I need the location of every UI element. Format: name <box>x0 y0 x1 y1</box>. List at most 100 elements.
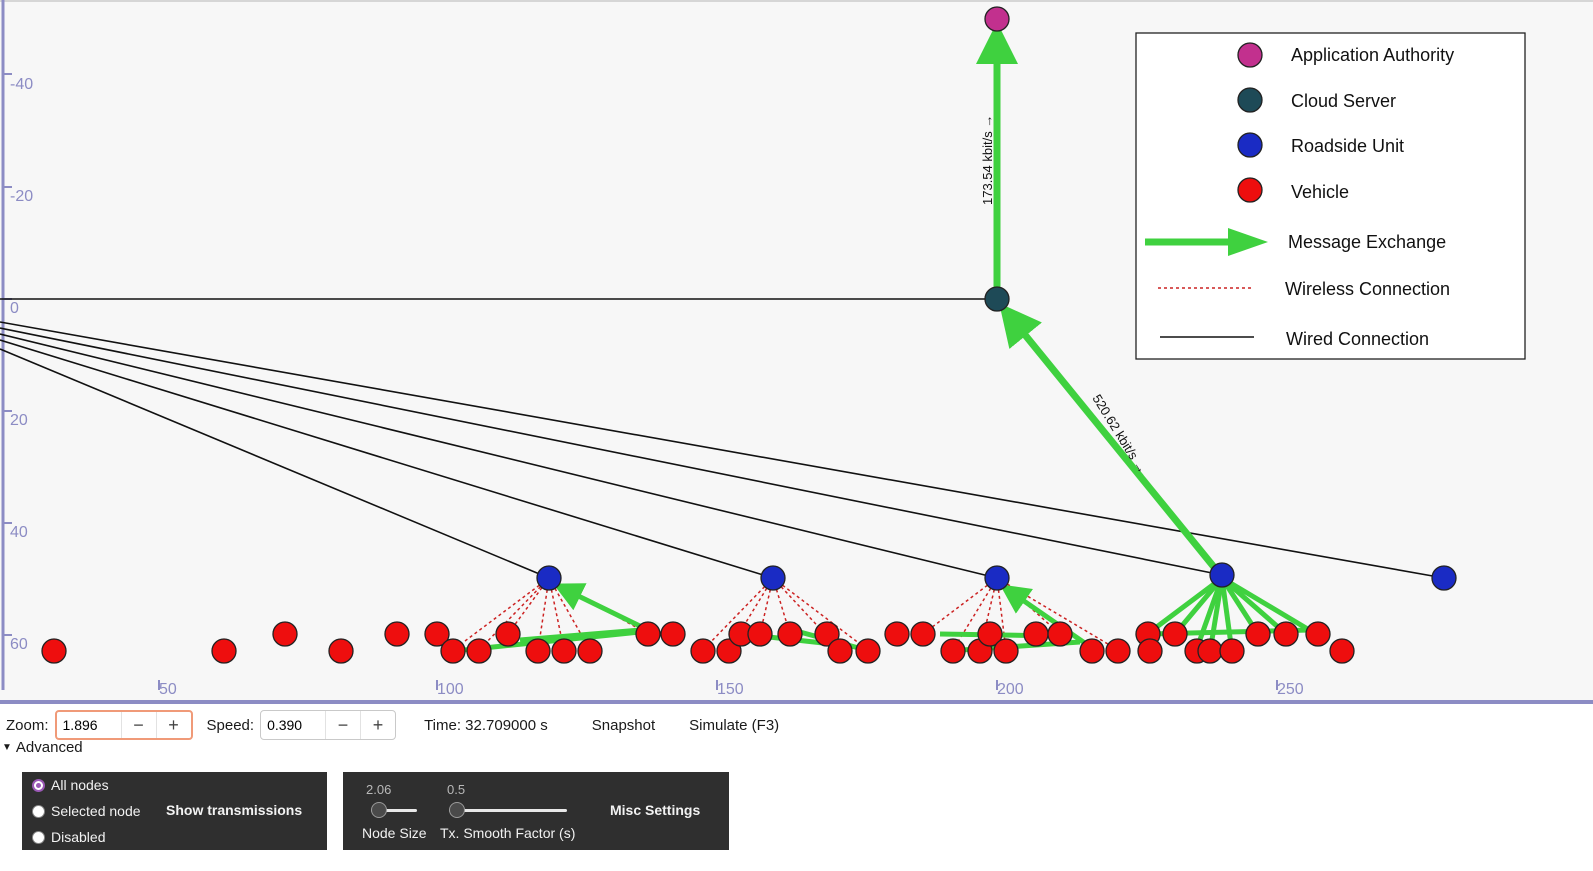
vehicle-node[interactable] <box>384 621 410 647</box>
roadside-unit-node[interactable] <box>760 565 786 591</box>
message-arrow <box>999 584 1094 651</box>
wired-connection <box>0 321 1445 579</box>
show-transmissions-panel: All nodes Selected node Disabled Show tr… <box>22 772 327 850</box>
network-canvas[interactable]: -40 -20 0 20 40 60 50 100 150 200 250 <box>0 0 1593 704</box>
network-scene[interactable]: -40 -20 0 20 40 60 50 100 150 200 250 <box>0 0 1593 700</box>
y-tick-label: 0 <box>10 300 19 317</box>
message-arrow-to-cloud <box>999 303 1221 575</box>
radio-indicator[interactable] <box>32 830 45 844</box>
x-axis-ticks: 50 100 150 200 250 <box>158 680 1304 698</box>
node-size-slider-track[interactable] <box>371 809 417 812</box>
simulate-button[interactable]: Simulate (F3) <box>689 716 780 734</box>
vehicle-node[interactable] <box>1105 638 1131 664</box>
vehicle-node[interactable] <box>551 638 577 664</box>
vehicle-node[interactable] <box>814 621 840 647</box>
advanced-expander[interactable]: ▼ Advanced <box>2 739 83 756</box>
y-tick-label: -20 <box>10 188 33 205</box>
legend-rsu-marker <box>1237 132 1263 158</box>
radio-indicator-checked[interactable] <box>32 778 45 792</box>
roadside-unit-node[interactable] <box>1209 562 1235 588</box>
wired-connections <box>0 298 1445 579</box>
snapshot-button[interactable]: Snapshot <box>591 716 656 734</box>
vehicle-node[interactable] <box>272 621 298 647</box>
wireless-connection <box>452 577 550 651</box>
vehicle-node[interactable] <box>495 621 521 647</box>
vehicle-node[interactable] <box>440 638 466 664</box>
roadside-unit-node[interactable] <box>536 565 562 591</box>
wired-connection <box>0 339 774 579</box>
speed-input[interactable] <box>261 712 326 738</box>
legend-vehicle-marker <box>1237 177 1263 203</box>
vehicle-node[interactable] <box>855 638 881 664</box>
roadside-unit-node[interactable] <box>984 565 1010 591</box>
vehicle-node[interactable] <box>777 621 803 647</box>
legend-label: Roadside Unit <box>1291 136 1404 156</box>
zoom-spinbox[interactable]: − + <box>54 710 193 740</box>
legend-message-arrowhead <box>1228 228 1268 256</box>
vehicle-node[interactable] <box>1305 621 1331 647</box>
legend-label: Message Exchange <box>1288 232 1446 252</box>
radio-all-nodes[interactable]: All nodes <box>32 777 109 793</box>
wireless-connection <box>702 577 774 651</box>
legend-label: Wired Connection <box>1286 329 1429 349</box>
radio-label: All nodes <box>51 777 109 793</box>
vehicle-node[interactable] <box>41 638 67 664</box>
radio-selected-node[interactable]: Selected node <box>32 803 141 819</box>
vehicle-node[interactable] <box>1079 638 1105 664</box>
x-tick-label: 150 <box>717 681 744 698</box>
vehicle-node[interactable] <box>977 621 1003 647</box>
cloud-server-node[interactable] <box>984 286 1010 312</box>
vehicle-node[interactable] <box>466 638 492 664</box>
vehicle-node[interactable] <box>1162 621 1188 647</box>
zoom-decrease-button[interactable]: − <box>120 712 156 738</box>
wireless-connection <box>478 577 550 651</box>
radio-disabled[interactable]: Disabled <box>32 829 105 845</box>
message-arrow <box>1220 576 1288 636</box>
y-tick-label: 20 <box>10 412 28 429</box>
wired-connection <box>0 327 1223 576</box>
vehicle-node[interactable] <box>884 621 910 647</box>
speed-decrease-button[interactable]: − <box>325 711 360 739</box>
message-arrow <box>553 583 650 633</box>
control-toolbar: Zoom: − + Speed: − + Time: 32.709000 s S… <box>0 704 1593 746</box>
wired-connection <box>0 348 550 579</box>
vehicle-node[interactable] <box>1273 621 1299 647</box>
vehicle-node[interactable] <box>747 621 773 647</box>
vehicle-node[interactable] <box>424 621 450 647</box>
node-size-slider-handle[interactable] <box>371 802 387 818</box>
smooth-factor-value: 0.5 <box>447 782 466 797</box>
vehicle-node[interactable] <box>525 638 551 664</box>
radio-label: Selected node <box>51 803 141 819</box>
zoom-input[interactable] <box>56 712 121 738</box>
vehicle-node[interactable] <box>635 621 661 647</box>
vehicle-node[interactable] <box>1023 621 1049 647</box>
speed-increase-button[interactable]: + <box>360 711 395 739</box>
application-authority-node[interactable] <box>984 6 1010 32</box>
smooth-factor-slider-track[interactable] <box>449 809 567 812</box>
vehicle-node[interactable] <box>910 621 936 647</box>
speed-spinbox[interactable]: − + <box>260 710 397 740</box>
vehicle-node[interactable] <box>1197 638 1223 664</box>
vehicle-node[interactable] <box>1245 621 1271 647</box>
vehicle-node[interactable] <box>940 638 966 664</box>
vehicle-node[interactable] <box>1329 638 1355 664</box>
vehicle-node[interactable] <box>690 638 716 664</box>
vehicle-node[interactable] <box>1047 621 1073 647</box>
vehicle-node[interactable] <box>1219 638 1245 664</box>
smooth-factor-slider-handle[interactable] <box>449 802 465 818</box>
vehicle-node[interactable] <box>660 621 686 647</box>
y-tick-label: -40 <box>10 76 33 93</box>
roadside-unit-node[interactable] <box>1431 565 1457 591</box>
misc-settings-title: Misc Settings <box>610 802 701 818</box>
node-size-label: Node Size <box>362 825 427 841</box>
radio-indicator[interactable] <box>32 804 45 818</box>
cloud-link-rate-label: 520.62 kbit/s → <box>1089 392 1150 477</box>
zoom-increase-button[interactable]: + <box>155 712 191 738</box>
wireless-connection <box>952 577 998 651</box>
vehicle-node[interactable] <box>993 638 1019 664</box>
vehicle-node[interactable] <box>328 638 354 664</box>
vehicle-node[interactable] <box>211 638 237 664</box>
vehicle-node[interactable] <box>827 638 853 664</box>
vehicle-node[interactable] <box>577 638 603 664</box>
vehicle-node[interactable] <box>1137 638 1163 664</box>
